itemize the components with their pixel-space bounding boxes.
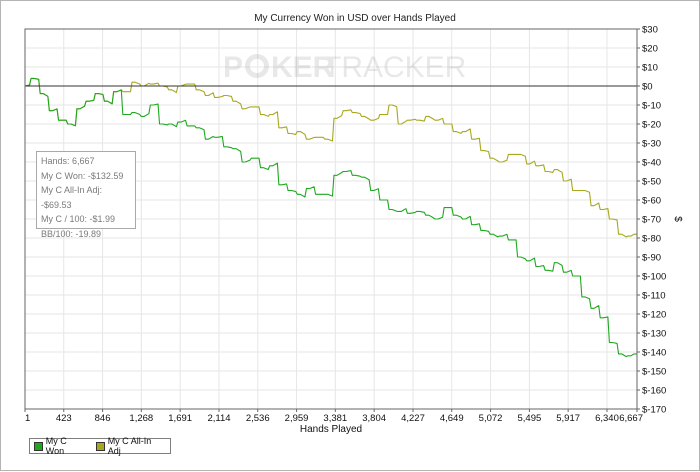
y-axis-ticks: $30 $20 $10 $0 $-10 $-20 $-30 $-40 $-50 $-60 $-70 $…: [637, 25, 666, 416]
x-tick-label: 3,381: [323, 413, 347, 424]
y-tick-label: $-150: [642, 367, 666, 378]
x-tick-label: 1,268: [129, 413, 153, 424]
stats-info-box: Hands: 6,667 My C Won: -$132.59 My C All…: [36, 151, 136, 239]
legend-swatch-won: [34, 441, 43, 451]
x-tick-label: 5,072: [479, 413, 503, 424]
y-tick-label: $-10: [642, 101, 661, 112]
y-tick-label: $-30: [642, 139, 661, 150]
y-tick-label: $-60: [642, 196, 661, 207]
x-tick-label: 5,495: [518, 413, 542, 424]
x-tick-label: 2,114: [207, 413, 230, 424]
x-tick-label: 423: [56, 413, 72, 424]
y-tick-label: $-130: [642, 329, 666, 340]
pokertracker-watermark: P KER TRACKER: [223, 51, 466, 84]
poker-chip-icon: [245, 54, 269, 78]
watermark-text-ker: KER: [271, 51, 335, 84]
y-tick-label: $-80: [642, 234, 661, 245]
x-tick-label: 3,804: [362, 413, 386, 424]
legend: My C Won My C All-In Adj: [29, 436, 171, 456]
y-tick-label: $-140: [642, 348, 666, 359]
y-tick-label: $-40: [642, 158, 661, 169]
x-tick-label: 4,649: [440, 413, 464, 424]
chart-title: My Currency Won in USD over Hands Played: [254, 13, 456, 24]
y-tick-label: $-120: [642, 310, 666, 321]
watermark-text-tracker: TRACKER: [323, 51, 466, 84]
y-tick-label: $-100: [642, 272, 666, 283]
series-line-my-c-all-in-adj: [24, 77, 637, 238]
legend-label-won: My C Won: [45, 436, 67, 456]
y-tick-label: $-20: [642, 120, 661, 131]
y-axis-label: $: [672, 216, 683, 222]
stat-won: My C Won: -$132.59: [41, 170, 124, 181]
x-tick-label: 1,691: [168, 413, 192, 424]
x-axis-ticks: 1 423 846 1,268 1,691 2,114 2,536 2,959 3,381 3,8…: [24, 409, 643, 424]
x-tick-label: 4,227: [401, 413, 425, 424]
watermark-text-p: P: [223, 51, 243, 84]
legend-swatch-allin: [95, 441, 105, 451]
y-tick-label: $-50: [642, 177, 661, 188]
y-tick-label: $-70: [642, 215, 661, 226]
y-tick-label: $20: [642, 44, 658, 55]
series-lines: [24, 77, 637, 358]
legend-label-allin: My C All-In Adj: [107, 436, 152, 456]
x-tick-label: 5,917: [556, 413, 580, 424]
x-tick-label: 846: [95, 413, 111, 424]
x-tick-label: 2,536: [246, 413, 270, 424]
series-line-my-c-won: [24, 77, 637, 358]
x-tick-label: 6,667: [619, 413, 643, 424]
y-tick-label: $10: [642, 63, 658, 74]
legend-item-won[interactable]: My C Won: [34, 436, 86, 456]
y-tick-label: $-110: [642, 291, 666, 302]
x-tick-label: 6,340: [595, 413, 619, 424]
x-tick-label: 2,959: [285, 413, 309, 424]
y-tick-label: $-160: [642, 386, 666, 397]
x-axis-label: Hands Played: [300, 424, 362, 435]
y-tick-label: $-90: [642, 253, 661, 264]
y-tick-label: $-170: [642, 405, 666, 416]
stat-bb-100: BB/100: -19.89: [41, 228, 102, 239]
stat-hands: Hands: 6,667: [41, 156, 95, 166]
legend-item-allin[interactable]: My C All-In Adj: [95, 436, 164, 456]
stat-per-100: My C / 100: -$1.99: [41, 214, 116, 225]
y-tick-label: $0: [642, 82, 653, 93]
x-tick-label: 1: [25, 413, 30, 424]
stat-allin-adj: My C All-In Adj: -$69.53: [41, 185, 103, 210]
y-tick-label: $30: [642, 25, 658, 36]
